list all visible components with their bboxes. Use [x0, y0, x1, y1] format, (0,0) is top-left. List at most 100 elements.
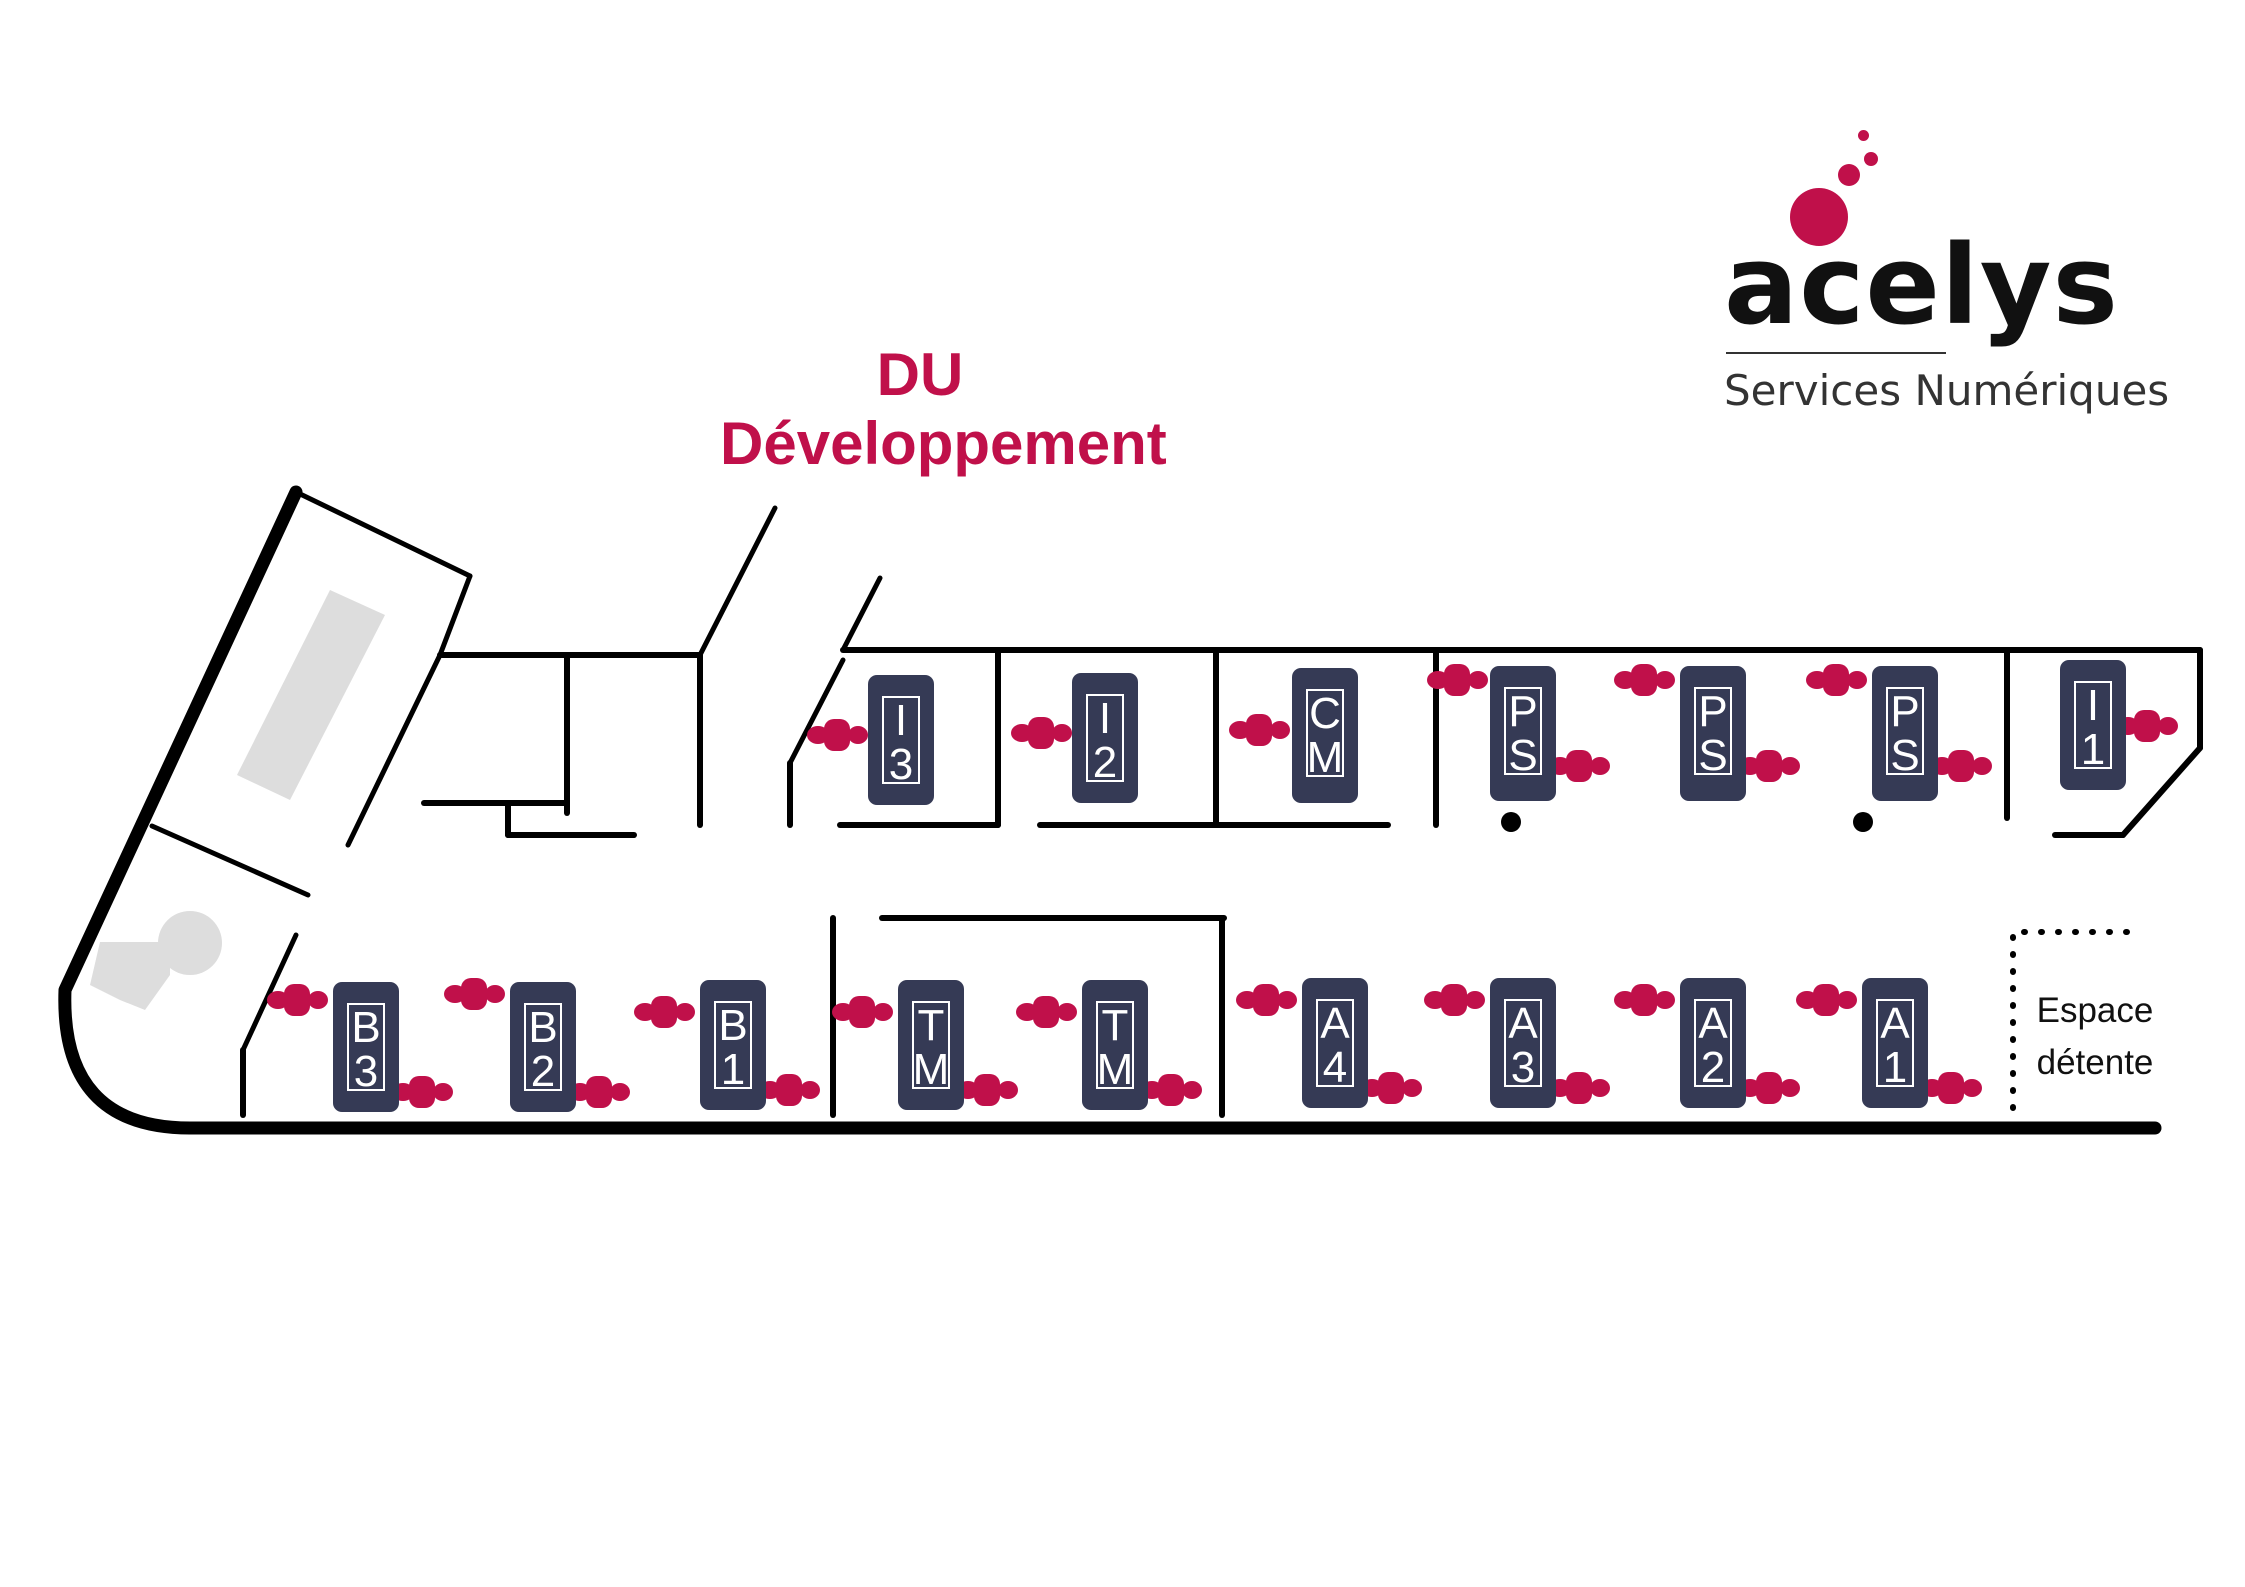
desk-label: I	[2087, 681, 2099, 730]
desk-surface	[2060, 660, 2126, 790]
desk-label: S	[1508, 731, 1537, 780]
walls	[58, 485, 2203, 1135]
desk-label-frame	[1096, 1001, 1134, 1089]
desk-label: B	[528, 1003, 557, 1052]
desk-b3[interactable]: B3	[267, 982, 453, 1112]
chair-icon	[1739, 750, 1800, 782]
desk-a1[interactable]: A1	[1796, 978, 1982, 1108]
chair-icon	[1931, 750, 1992, 782]
chair-icon	[1011, 717, 1072, 749]
desk-label-frame	[1086, 694, 1124, 782]
chair-icon	[634, 996, 695, 1028]
desk-label: S	[1890, 731, 1919, 780]
chair-icon	[1427, 664, 1488, 696]
desk-i1[interactable]: I1	[2060, 660, 2178, 790]
logo-tagline: Services Numériques	[1724, 366, 2170, 415]
desk-label-frame	[524, 1003, 562, 1091]
desk-surface	[868, 675, 934, 805]
desk-surface	[1490, 978, 1556, 1108]
desk-label: P	[1698, 687, 1727, 736]
chair-icon	[1739, 1072, 1800, 1104]
desk-tm-1[interactable]: TM	[832, 980, 1018, 1110]
desk-label-frame	[2074, 681, 2112, 769]
chair-icon	[807, 719, 868, 751]
chair-icon	[569, 1076, 630, 1108]
desk-a4[interactable]: A4	[1236, 978, 1422, 1108]
desk-label-frame	[1504, 999, 1542, 1087]
desk-label-frame	[1694, 687, 1732, 775]
desk-label: M	[1307, 733, 1344, 782]
page-title: DU Développement	[720, 341, 1167, 478]
desk-cm[interactable]: CM	[1229, 668, 1358, 803]
desk-label: A	[1508, 999, 1538, 1048]
chair-icon	[1236, 984, 1297, 1016]
logo-dot	[1864, 152, 1878, 166]
lounge-line-1: Espace	[2036, 991, 2154, 1030]
desk-label: P	[1890, 687, 1919, 736]
chair-icon	[1016, 996, 1077, 1028]
desk-surface	[1292, 668, 1358, 803]
desk-ps-3[interactable]: PS	[1806, 664, 1992, 801]
desk-label-frame	[1886, 687, 1924, 775]
desk-surface	[333, 982, 399, 1112]
logo-divider	[1726, 352, 1946, 354]
desk-label-frame	[1504, 687, 1542, 775]
desk-surface	[1072, 673, 1138, 803]
room-walls	[149, 489, 883, 1053]
chair-icon	[444, 978, 505, 1010]
desk-label: 2	[1701, 1043, 1725, 1092]
chair-icon	[1141, 1074, 1202, 1106]
marker-dot	[1501, 812, 1521, 832]
chair-icon	[1614, 984, 1675, 1016]
desk-a2[interactable]: A2	[1614, 978, 1800, 1108]
desk-i2[interactable]: I2	[1011, 673, 1138, 803]
desk-label-frame	[1694, 999, 1732, 1087]
desk-tm-2[interactable]: TM	[1016, 980, 1202, 1110]
desk-label: T	[1102, 1001, 1129, 1050]
desk-label: 1	[721, 1045, 745, 1094]
desk-label: I	[895, 696, 907, 745]
desk-surface	[1490, 666, 1556, 801]
fixture-stair	[90, 911, 222, 1010]
chair-icon	[1361, 1072, 1422, 1104]
desk-label: C	[1309, 689, 1341, 738]
desk-label: 3	[889, 740, 913, 789]
desk-label: B	[351, 1003, 380, 1052]
lounge-line-2: détente	[2036, 1043, 2154, 1082]
logo-dot	[1858, 130, 1869, 141]
desk-surface	[1082, 980, 1148, 1110]
marker-dot	[1853, 812, 1873, 832]
chair-icon	[1549, 750, 1610, 782]
chair-icon	[1614, 664, 1675, 696]
desk-ps-2[interactable]: PS	[1614, 664, 1800, 801]
desk-label: B	[718, 1001, 747, 1050]
desk-surface	[1680, 978, 1746, 1108]
desk-ps-1[interactable]: PS	[1427, 664, 1610, 801]
desk-label-frame	[1876, 999, 1914, 1087]
outer-wall	[58, 485, 2157, 1135]
lounge-label: Espace détente	[2020, 985, 2170, 1089]
desk-label: I	[1099, 694, 1111, 743]
desk-surface	[1862, 978, 1928, 1108]
desk-label: 1	[1883, 1043, 1907, 1092]
chair-icon	[2117, 710, 2178, 742]
desk-a3[interactable]: A3	[1424, 978, 1610, 1108]
desk-label: A	[1320, 999, 1350, 1048]
chair-icon	[832, 996, 893, 1028]
desk-label: S	[1698, 731, 1727, 780]
desk-label: P	[1508, 687, 1537, 736]
chair-icon	[392, 1076, 453, 1108]
desk-surface	[1872, 666, 1938, 801]
desk-label-frame	[912, 1001, 950, 1089]
desk-b1[interactable]: B1	[634, 980, 820, 1110]
desk-label-frame	[882, 696, 920, 784]
chair-icon	[957, 1074, 1018, 1106]
chair-icon	[1921, 1072, 1982, 1104]
desk-label: 1	[2081, 725, 2105, 774]
logo-wordmark: acelys	[1724, 221, 2119, 349]
desk-surface	[1302, 978, 1368, 1108]
desk-i3[interactable]: I3	[807, 675, 934, 805]
desk-b2[interactable]: B2	[444, 978, 630, 1112]
